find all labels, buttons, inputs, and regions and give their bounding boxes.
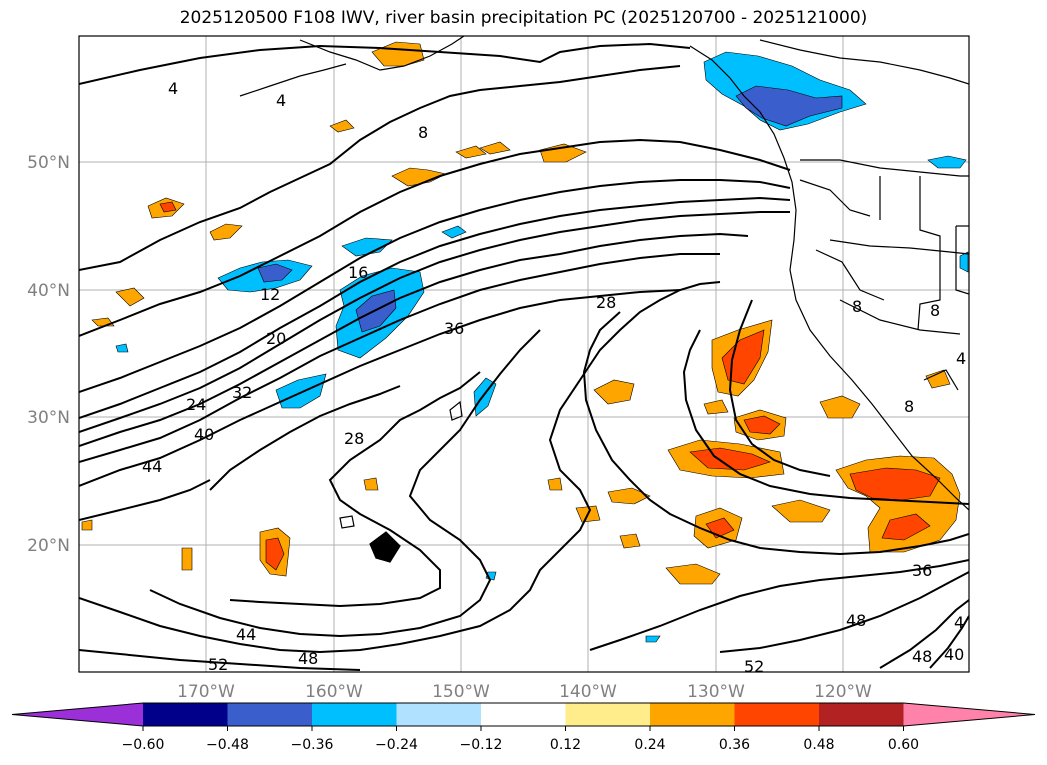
contour-label: 4 bbox=[954, 613, 964, 632]
colorbar-bin bbox=[565, 703, 651, 726]
contour-label: 52 bbox=[744, 657, 764, 676]
iwv-contours bbox=[79, 42, 969, 671]
colorbar-bin bbox=[650, 703, 735, 726]
lon-label: 130°W bbox=[687, 682, 745, 702]
contour-label: 32 bbox=[232, 383, 252, 402]
colorbar-tick-label: −0.24 bbox=[375, 737, 418, 753]
lat-label: 20°N bbox=[27, 536, 70, 556]
colorbar-tick-label: 0.36 bbox=[719, 737, 750, 753]
colorbar-bin bbox=[143, 703, 228, 726]
lon-label: 120°W bbox=[814, 682, 872, 702]
contour-label: 36 bbox=[912, 561, 932, 580]
positive-precip-shading bbox=[81, 41, 961, 585]
colorbar-bin bbox=[734, 703, 820, 726]
contour-label: 4 bbox=[956, 349, 966, 368]
colorbar-tick-label: 0.48 bbox=[803, 737, 834, 753]
colorbar-extend-high bbox=[903, 703, 1035, 726]
map-title: 2025120500 F108 IWV, river basin precipi… bbox=[179, 8, 868, 28]
lat-label: 50°N bbox=[27, 153, 70, 173]
contour-label: 48 bbox=[912, 647, 932, 666]
lat-label: 40°N bbox=[27, 281, 70, 301]
colorbar-tick-label: −0.12 bbox=[460, 737, 503, 753]
contour-label: 4 bbox=[276, 91, 286, 110]
contour-label: 8 bbox=[930, 301, 940, 320]
latitude-labels: 50°N 40°N 30°N 20°N bbox=[27, 153, 70, 556]
contour-label: 40 bbox=[194, 425, 214, 444]
colorbar-bin bbox=[819, 703, 904, 726]
colorbar-tick-label: 0.12 bbox=[550, 737, 581, 753]
contour-label: 52 bbox=[208, 655, 228, 674]
colorbar-bin bbox=[227, 703, 313, 726]
lat-label: 30°N bbox=[27, 408, 70, 428]
longitude-labels: 170°W 160°W 150°W 140°W 130°W 120°W bbox=[177, 682, 872, 702]
contour-label: 20 bbox=[266, 329, 286, 348]
colorbar-extend-low bbox=[12, 703, 143, 726]
lon-label: 140°W bbox=[559, 682, 617, 702]
contour-label: 28 bbox=[344, 429, 364, 448]
coastlines bbox=[239, 36, 969, 563]
contour-label: 40 bbox=[944, 645, 964, 664]
contour-label: 16 bbox=[348, 263, 368, 282]
contour-label: 8 bbox=[852, 297, 862, 316]
contour-label: 8 bbox=[418, 123, 428, 142]
colorbar-tick-label: 0.24 bbox=[634, 737, 665, 753]
map-plot-area: 4 4 8 12 16 20 24 32 40 44 28 36 28 44 5… bbox=[79, 36, 969, 676]
map-frame bbox=[78, 35, 970, 673]
colorbar-tick-label: 0.60 bbox=[888, 737, 919, 753]
contour-label: 36 bbox=[444, 319, 464, 338]
lon-label: 170°W bbox=[177, 682, 235, 702]
colorbar-bin bbox=[396, 703, 482, 726]
contour-label: 28 bbox=[596, 293, 616, 312]
colorbar-bin bbox=[312, 703, 397, 726]
lon-label: 160°W bbox=[305, 682, 363, 702]
colorbar-tick-label: −0.48 bbox=[206, 737, 249, 753]
contour-label: 8 bbox=[904, 397, 914, 416]
contour-label: 24 bbox=[186, 395, 206, 414]
colorbar-bin bbox=[481, 703, 566, 726]
contour-label: 12 bbox=[260, 285, 280, 304]
contour-label: 48 bbox=[298, 649, 318, 668]
lon-label: 150°W bbox=[432, 682, 490, 702]
colorbar: −0.60 −0.48 −0.36 −0.24 −0.12 0.12 0.24 0.36 0.4… bbox=[11, 702, 1036, 753]
contour-label: 44 bbox=[142, 457, 162, 476]
colorbar-tick-label: −0.36 bbox=[291, 737, 334, 753]
contour-labels: 4 4 8 12 16 20 24 32 40 44 28 36 28 44 5… bbox=[142, 79, 966, 676]
contour-label: 48 bbox=[846, 611, 866, 630]
colorbar-tick-label: −0.60 bbox=[122, 737, 165, 753]
contour-label: 44 bbox=[236, 625, 256, 644]
contour-label: 4 bbox=[168, 79, 178, 98]
